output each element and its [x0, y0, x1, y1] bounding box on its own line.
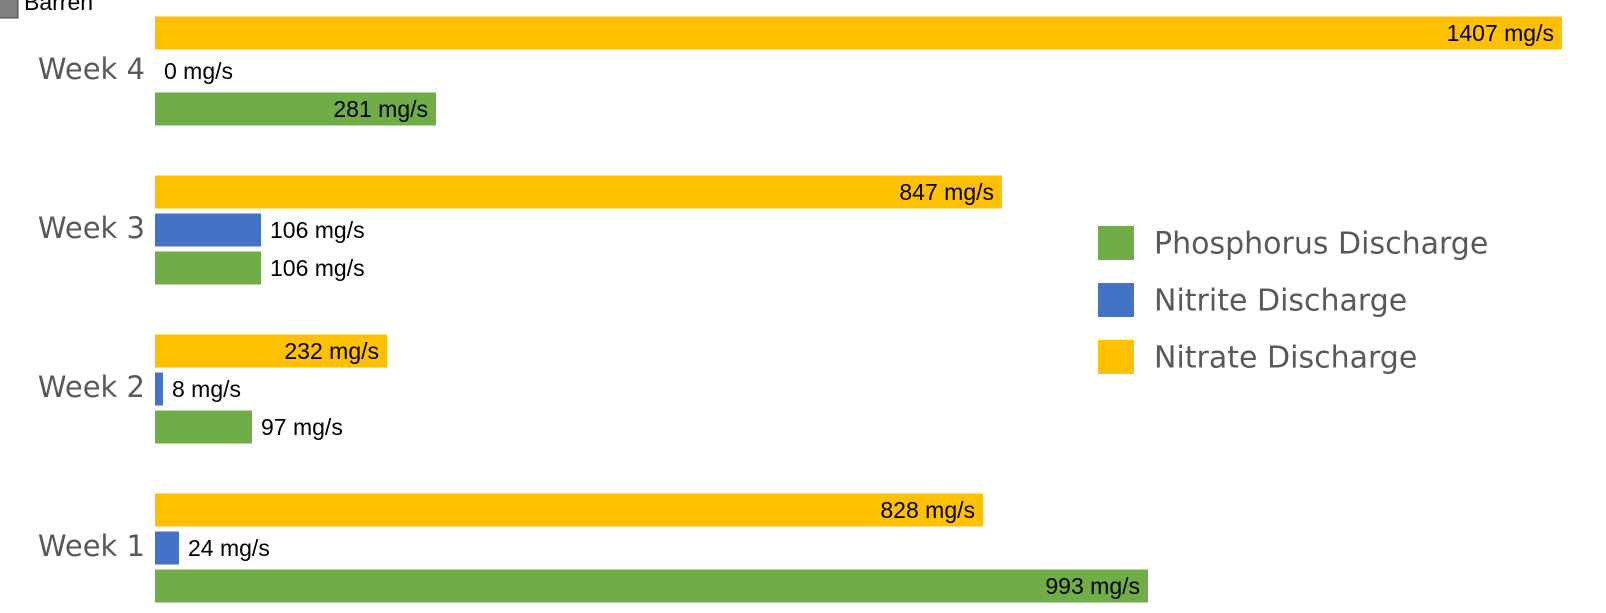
bar — [155, 372, 163, 406]
value-label: 106 mg/s — [270, 217, 365, 243]
bar — [155, 92, 436, 126]
bar — [155, 213, 261, 247]
legend-label: Phosphorus Discharge — [1154, 227, 1488, 262]
value-label: 0 mg/s — [164, 58, 233, 84]
category-label: Week 1 — [38, 529, 145, 563]
legend-label: Nitrate Discharge — [1154, 341, 1417, 376]
value-label: 24 mg/s — [188, 535, 270, 561]
bar — [155, 531, 179, 565]
bar — [155, 410, 252, 444]
category-label: Week 4 — [38, 52, 145, 86]
value-label: 281 mg/s — [333, 96, 428, 122]
value-label: 8 mg/s — [172, 376, 241, 402]
value-label: 232 mg/s — [284, 338, 379, 364]
legend-remnant-swatch — [0, 0, 19, 19]
value-label: 828 mg/s — [880, 497, 975, 523]
category-label: Week 2 — [38, 370, 145, 404]
bar — [155, 175, 1002, 209]
legend-swatch — [1098, 283, 1134, 317]
value-label: 847 mg/s — [899, 179, 994, 205]
bar — [155, 16, 1562, 50]
bar — [155, 569, 1148, 603]
value-label: 1407 mg/s — [1447, 20, 1554, 46]
bar — [155, 251, 261, 285]
value-label: 97 mg/s — [261, 414, 343, 440]
category-label: Week 3 — [38, 211, 145, 245]
value-label: 993 mg/s — [1045, 573, 1140, 599]
legend-label: Nitrite Discharge — [1154, 284, 1407, 319]
legend-remnant: Barren — [24, 0, 93, 15]
bar — [155, 334, 387, 368]
legend-swatch — [1098, 226, 1134, 260]
bar — [155, 493, 983, 527]
value-label: 106 mg/s — [270, 255, 365, 281]
legend-swatch — [1098, 340, 1134, 374]
